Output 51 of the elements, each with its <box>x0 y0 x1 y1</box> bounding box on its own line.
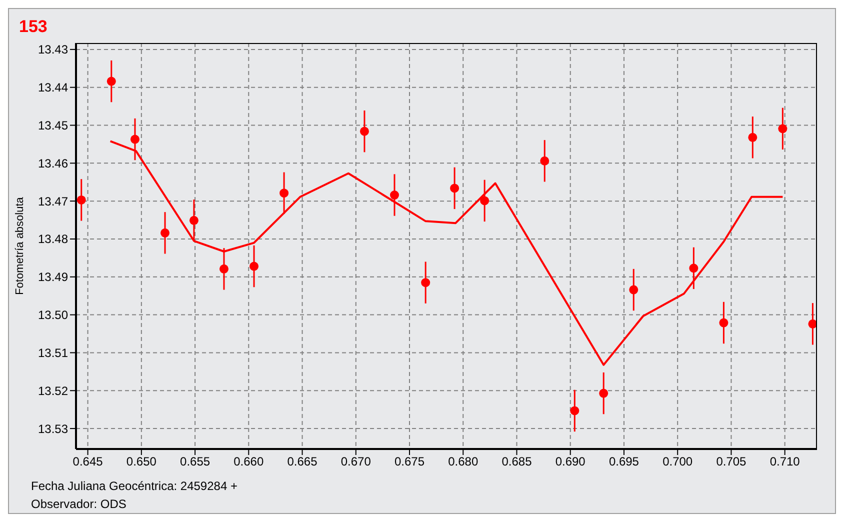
x-tick-label: 0.685 <box>502 454 532 469</box>
point <box>719 318 728 328</box>
x-tick-label: 0.650 <box>126 454 157 469</box>
x-tick-label: 0.655 <box>180 454 210 469</box>
point <box>808 319 817 328</box>
point <box>450 184 460 193</box>
x-tick-label: 0.705 <box>716 454 747 469</box>
x-tick-label: 0.695 <box>608 454 640 469</box>
y-tick-label: 13.52 <box>38 384 68 398</box>
point <box>360 126 369 136</box>
y-tick-label: 13.47 <box>38 194 68 208</box>
point <box>778 124 788 134</box>
point <box>219 264 228 274</box>
point <box>106 76 116 86</box>
point <box>189 216 198 225</box>
point <box>280 188 289 198</box>
x-axis-title: Fecha Juliana Geocéntrica: 2459284 + <box>31 479 238 493</box>
point <box>599 388 608 398</box>
chart-title: 153 <box>19 17 48 37</box>
y-tick-label: 13.49 <box>38 270 68 284</box>
x-tick-label: 0.700 <box>662 454 693 469</box>
x-tick-label: 0.690 <box>555 454 586 469</box>
text: Observador: ODS <box>31 497 126 511</box>
y-tick-label: 13.50 <box>38 308 68 322</box>
point <box>76 195 86 204</box>
point <box>160 228 170 238</box>
y-tick-label: 13.48 <box>38 232 68 246</box>
y-tick-label: 13.53 <box>38 422 68 436</box>
point <box>570 406 580 416</box>
y-axis-title: Fotometría absoluta <box>14 196 26 295</box>
x-tick-label: 0.645 <box>72 454 104 469</box>
point <box>130 134 140 144</box>
y-tick-label: 13.46 <box>38 156 68 170</box>
point <box>629 285 638 294</box>
x-tick-label: 0.710 <box>770 454 800 469</box>
y-tick-label: 13.45 <box>38 118 68 133</box>
x-tick-label: 0.680 <box>448 454 478 469</box>
y-tick-label: 13.43 <box>38 42 68 57</box>
x-tick-label: 0.665 <box>287 454 318 469</box>
x-tick-label: 0.660 <box>234 454 264 469</box>
point <box>421 278 430 288</box>
y-tick-label: 13.51 <box>38 346 68 360</box>
x-tick-label: 0.675 <box>394 454 425 469</box>
point <box>540 156 550 166</box>
x-tick-label: 0.670 <box>340 454 372 469</box>
y-tick-label: 13.44 <box>38 80 68 95</box>
point <box>390 190 399 200</box>
point <box>689 264 698 273</box>
point <box>748 132 758 142</box>
point <box>480 196 490 206</box>
point <box>250 262 259 271</box>
